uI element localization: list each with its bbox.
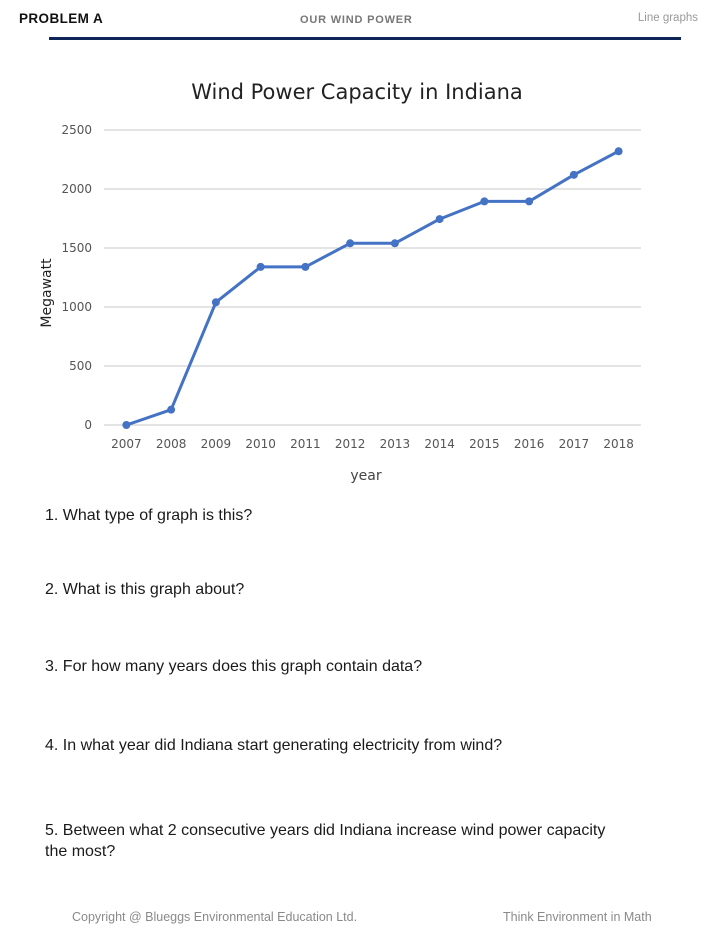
x-tick-label: 2014 — [424, 437, 455, 451]
y-tick-label: 1500 — [61, 241, 92, 255]
data-point-2016 — [525, 197, 534, 206]
x-tick-label: 2007 — [111, 437, 142, 451]
header-divider — [49, 37, 681, 40]
x-tick-label: 2018 — [603, 437, 634, 451]
x-tick-label: 2016 — [514, 437, 545, 451]
y-tick-label: 2500 — [61, 123, 92, 137]
y-tick-label: 1000 — [61, 300, 92, 314]
y-axis-label: Megawatt — [39, 258, 55, 328]
data-point-2011 — [301, 262, 310, 271]
data-point-2017 — [569, 170, 578, 179]
data-point-2018 — [614, 147, 623, 156]
data-point-2007 — [122, 421, 131, 429]
x-tick-label: 2011 — [290, 437, 321, 451]
data-point-2013 — [390, 239, 399, 248]
question-1: 1. What type of graph is this? — [45, 507, 253, 524]
x-tick-label: 2017 — [559, 437, 590, 451]
x-tick-label: 2010 — [245, 437, 276, 451]
x-tick-label: 2013 — [380, 437, 411, 451]
data-point-2010 — [256, 262, 265, 271]
x-axis-label: year — [350, 468, 381, 484]
x-tick-labels: 2007 2008 2009 2010 2011 2012 2013 2014 2015 2016… — [111, 437, 634, 451]
x-tick-label: 2008 — [156, 437, 187, 451]
x-tick-label: 2009 — [201, 437, 232, 451]
question-4: 4. In what year did Indiana start genera… — [45, 737, 503, 754]
question-3: 3. For how many years does this graph co… — [45, 658, 423, 675]
copyright-notice: Copyright @ Blueggs Environmental Educat… — [72, 910, 358, 924]
x-tick-label: 2012 — [335, 437, 366, 451]
y-tick-label: 0 — [84, 418, 92, 432]
y-tick-labels: 0 500 1000 1500 2000 2500 — [61, 123, 92, 432]
series-line — [125, 149, 620, 427]
question-2: 2. What is this graph about? — [45, 581, 245, 598]
x-tick-label: 2015 — [469, 437, 500, 451]
section-label: Line graphs — [637, 12, 698, 24]
data-point-2014 — [435, 215, 444, 224]
data-points — [122, 147, 623, 429]
data-point-2015 — [480, 197, 489, 206]
line-chart: Wind Power Capacity in Indiana 0 500 1000 1… — [39, 80, 641, 484]
data-point-2009 — [211, 298, 220, 307]
problem-label: PROBLEM A — [19, 11, 104, 26]
question-5: 5. Between what 2 consecutive years did … — [45, 822, 606, 839]
question-5-continued: the most? — [45, 843, 116, 860]
data-point-2008 — [167, 405, 176, 414]
topic-title: OUR WIND POWER — [300, 14, 413, 26]
footer-tagline: Think Environment in Math — [503, 910, 652, 924]
y-tick-label: 2000 — [61, 182, 92, 196]
data-point-2012 — [346, 239, 355, 248]
y-tick-label: 500 — [69, 359, 92, 373]
gridlines — [104, 129, 641, 426]
chart-title: Wind Power Capacity in Indiana — [191, 80, 523, 104]
